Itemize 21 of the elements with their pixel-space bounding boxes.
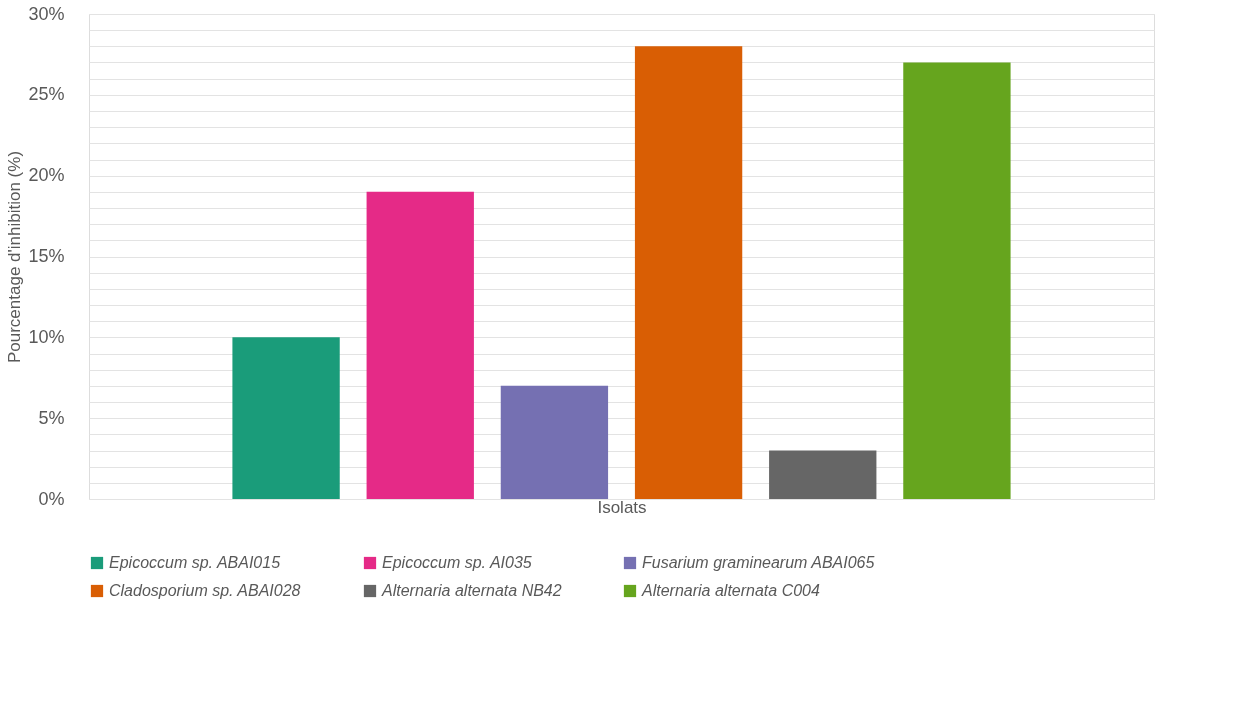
y-tick-label: 15% — [28, 246, 65, 266]
bar — [769, 450, 877, 499]
bar — [634, 46, 743, 499]
bar — [366, 191, 474, 499]
legend-label: Epicoccum sp. ABAI015 — [109, 554, 281, 571]
y-axis-title: Pourcentage d'inhibition (%) — [5, 150, 25, 364]
x-axis-title: Isolats — [597, 497, 647, 517]
y-tick-label: 30% — [28, 3, 65, 24]
y-tick-label: 25% — [28, 84, 65, 105]
legend-label: Cladosporium sp. ABAI028 — [109, 582, 301, 599]
bar — [903, 62, 1011, 499]
y-tick-label: 10% — [28, 326, 65, 347]
y-tick-label: 20% — [28, 165, 65, 186]
legend-label: Alternaria alternata NB42 — [381, 582, 562, 599]
legend-label: Alternaria alternata C004 — [641, 582, 820, 599]
legend-label: Epicoccum sp. AI035 — [382, 554, 532, 571]
bar — [500, 385, 609, 499]
y-tick-label: 5% — [38, 407, 65, 428]
legend-label: Fusarium graminearum ABAI065 — [642, 554, 875, 571]
bar — [232, 337, 340, 499]
y-tick-label: 0% — [38, 488, 65, 509]
